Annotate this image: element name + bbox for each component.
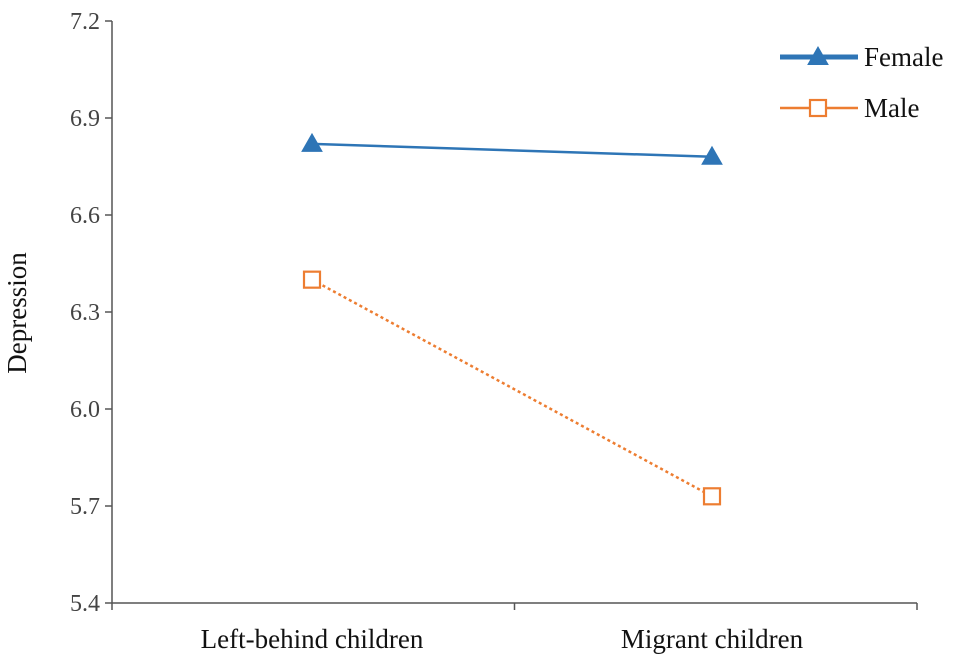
data-point-male [702,487,722,506]
axes: 5.4 5.7 6.0 6.3 6.6 6.9 7.2 Left-behind childre… [70,9,918,654]
x-category-label: Left-behind children [201,624,424,654]
legend-label-male: Male [864,93,919,123]
legend-label-female: Female [864,42,943,72]
series-male [302,270,722,506]
data-point-female [701,145,723,165]
x-category-label: Migrant children [621,624,804,654]
series-female [301,132,723,165]
y-tick-label: 5.4 [70,591,100,617]
y-tick-label: 7.2 [70,9,100,35]
y-tick-label: 6.0 [70,397,100,423]
legend-marker-female [807,45,829,65]
y-tick-label: 6.6 [70,203,100,229]
y-tick-label: 6.3 [70,300,100,326]
series-line-female [311,142,713,159]
data-point-female [301,132,323,152]
legend: Female Male [780,42,943,123]
data-point-male [302,270,322,289]
legend-marker-male [808,98,828,118]
y-tick-label: 5.7 [70,494,100,520]
y-tick-label: 6.9 [70,106,100,132]
series-layer [301,132,723,506]
series-line-male [311,278,713,498]
y-axis-title: Depression [2,252,32,374]
